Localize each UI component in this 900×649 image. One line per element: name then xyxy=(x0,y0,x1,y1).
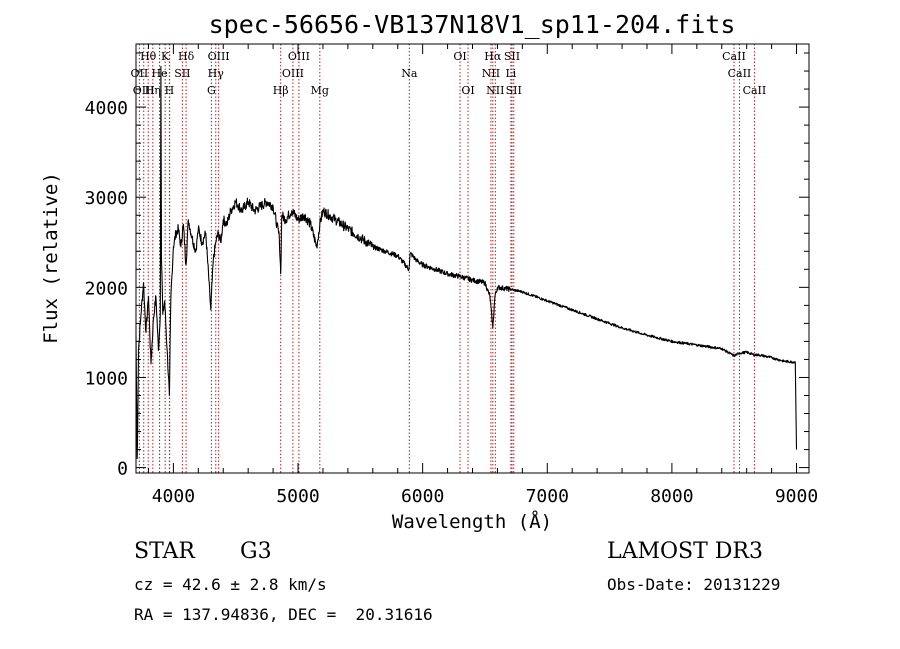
line-label: OIII xyxy=(208,50,230,63)
line-label: NII xyxy=(482,67,500,80)
line-label: OIII xyxy=(282,67,304,80)
x-tick-label: 6000 xyxy=(401,486,444,507)
line-label: OIII xyxy=(288,50,310,63)
line-label: Mg xyxy=(311,84,329,97)
line-label: Hη xyxy=(145,84,161,97)
spectrum-line xyxy=(135,65,798,460)
spectral-line-markers xyxy=(138,44,755,473)
y-tick-label: 3000 xyxy=(85,188,128,209)
line-label: CaII xyxy=(728,67,752,80)
y-axis-label: Flux (relative) xyxy=(40,172,62,344)
line-label: SII xyxy=(506,84,522,97)
line-label: Na xyxy=(401,67,418,80)
y-tick-label: 1000 xyxy=(85,368,128,389)
line-label: SII xyxy=(504,50,520,63)
observation-date: Obs-Date: 20131229 xyxy=(607,575,781,594)
redshift-cz: cz = 42.6 ± 2.8 km/s xyxy=(134,575,327,594)
object-class: STAR xyxy=(134,539,195,564)
line-label: CaII xyxy=(743,84,767,97)
line-label: OI xyxy=(461,84,474,97)
plot-frame xyxy=(135,43,810,474)
x-tick-label: 7000 xyxy=(526,486,569,507)
line-label: H xyxy=(165,84,175,97)
y-tick-label: 4000 xyxy=(85,98,128,119)
x-tick-label: 5000 xyxy=(276,486,319,507)
axis-ticks: 4000 5000 6000 7000 8000 9000 0 1000 2000 3000 400… xyxy=(85,44,818,507)
line-label: Hβ xyxy=(273,84,289,97)
line-label: OIII xyxy=(133,84,155,97)
x-tick-label: 4000 xyxy=(152,486,195,507)
survey-name: LAMOST DR3 xyxy=(607,539,763,564)
y-tick-label: 0 xyxy=(117,459,128,480)
line-label: NII xyxy=(486,84,504,97)
line-label: K xyxy=(161,50,170,63)
line-label: G xyxy=(207,84,216,97)
x-axis-label: Wavelength (Å) xyxy=(392,510,552,533)
line-label: OII xyxy=(131,67,149,80)
line-label: Hθ xyxy=(140,50,157,63)
line-label: Li xyxy=(505,67,516,80)
y-tick-label: 2000 xyxy=(85,278,128,299)
line-label: He xyxy=(152,67,168,80)
chart-title: spec-56656-VB137N18V1_sp11-204.fits xyxy=(209,10,736,39)
x-tick-label: 8000 xyxy=(650,486,693,507)
line-label: OI xyxy=(453,50,466,63)
line-label: Hδ xyxy=(178,50,195,63)
coordinates: RA = 137.94836, DEC = 20.31616 xyxy=(134,605,433,624)
line-label: Hγ xyxy=(208,67,225,80)
line-label: SII xyxy=(174,67,190,80)
line-label: CaII xyxy=(722,50,746,63)
subclass: G3 xyxy=(240,539,272,564)
x-tick-label: 9000 xyxy=(775,486,818,507)
line-label: Hα xyxy=(484,50,502,63)
